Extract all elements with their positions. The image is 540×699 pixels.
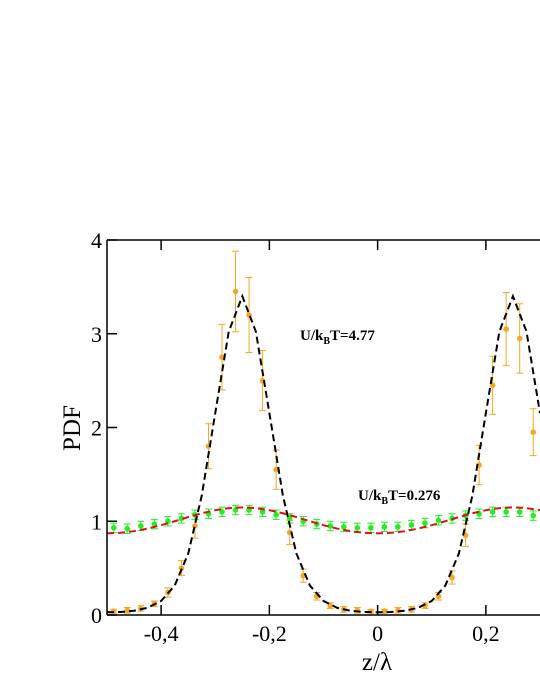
curve [107,506,540,535]
data-point [530,512,537,519]
data-point [408,522,415,528]
data-point [435,517,442,524]
data-point [422,520,428,526]
data-point [340,524,347,530]
data-point [259,509,266,515]
data-point [232,288,239,295]
data-point [449,574,455,581]
data-point [489,509,496,515]
x-tick-label: 0 [372,621,383,646]
data-point [503,509,509,515]
data-point [381,524,388,530]
y-tick-label: 1 [91,509,102,534]
annotation-part: T=4.77 [330,328,375,344]
y-axis-label: PDF [59,405,86,451]
y-tick-label: 0 [91,603,102,628]
data-point [327,602,334,609]
data-point [395,524,401,530]
x-tick-label: -0,4 [144,621,179,646]
data-point [124,525,131,532]
data-point [124,607,131,614]
data-point [219,509,225,515]
data-point [273,511,279,518]
data-point [151,521,158,527]
annotation-part: U/k [358,488,382,504]
data-point [503,326,509,332]
curve [107,293,540,614]
data-point [381,608,388,615]
annotation-part: T=0.276 [388,488,441,504]
data-point [368,525,374,531]
data-point [327,523,334,529]
annotation: U/kBT=0.276 [358,488,441,507]
data-point [178,515,185,522]
annotation-subscript: B [381,496,388,507]
y-tick-label: 2 [91,416,102,441]
annotation-part: U/k [300,328,324,344]
y-tick-label: 4 [91,228,102,253]
annotation-subscript: B [323,336,330,347]
x-tick-label: -0,2 [252,621,287,646]
data-point [110,525,117,531]
data-point [178,565,185,571]
data-point [516,509,523,515]
annotation: U/kBT=4.77 [300,328,375,347]
plot-area [107,250,540,615]
y-tick-label: 3 [91,322,102,347]
x-tick-label: 0,2 [472,621,500,646]
axes [106,239,540,616]
data-point [138,523,144,529]
data-point [530,429,537,435]
x-axis-label: z/λ [362,649,392,676]
data-point [516,335,523,342]
data-point [354,525,361,531]
data-point [286,515,293,522]
